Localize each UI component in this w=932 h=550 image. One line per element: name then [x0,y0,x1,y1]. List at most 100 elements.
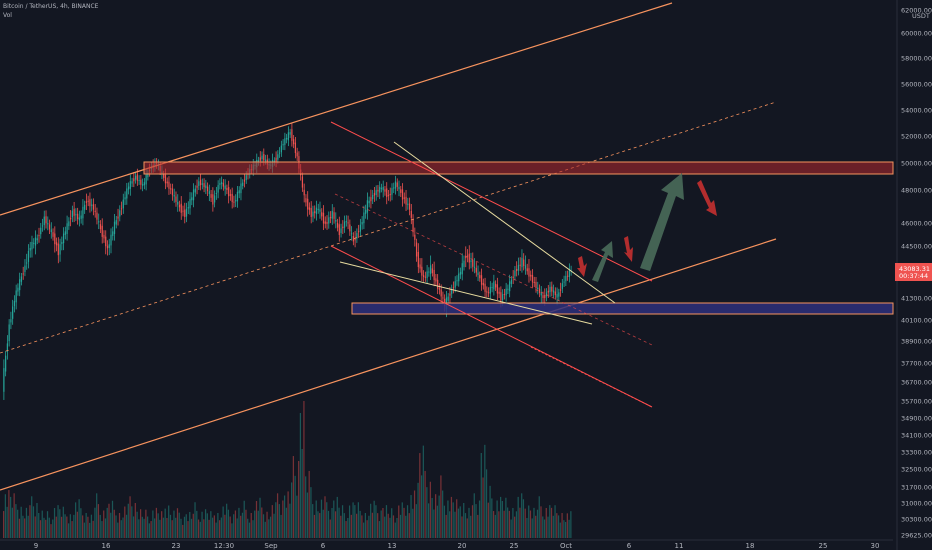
candle-body [549,286,551,293]
volume-bar [41,510,43,538]
candle-body [405,196,407,205]
time-tick-label: 20 [458,542,467,550]
candle-body [38,235,40,237]
volume-bar [243,500,245,538]
candle-body [412,219,414,233]
candle-body [493,281,495,290]
candle-body [191,197,193,201]
volume-bar [76,511,78,538]
volume-bar [38,513,40,538]
volume-bar [491,498,493,538]
volume-bar [178,512,180,538]
volume-bar [141,516,143,538]
candle-body [442,297,444,299]
volume-bar [566,513,568,538]
volume-bar [122,517,124,538]
candle-body [126,188,128,199]
candle-body [91,204,93,206]
volume-bar [559,522,561,538]
candle-body [414,234,416,240]
volume-bar [259,497,261,538]
candle-body [421,266,423,276]
volume-bar [410,495,412,538]
candle-body [336,223,339,228]
volume-bar [36,503,38,538]
volume-bar [159,519,161,538]
candle-body [540,292,542,296]
candle-body [26,262,28,264]
candle-body [484,283,486,292]
candle-body [303,189,305,196]
candle-body [243,179,246,182]
candle-body [435,278,437,282]
candle-body [384,189,386,192]
volume-bar [254,510,256,538]
volume-bar [535,515,537,538]
channel-lower-line [0,238,777,491]
volume-bar [20,506,22,538]
volume-bar [348,505,351,538]
candle-body [386,188,388,198]
candle-body [538,288,541,293]
volume-bar [13,493,15,538]
candle-body [308,207,311,210]
volume-bar [536,509,539,538]
volume-bar [550,507,553,538]
candle-body [517,265,520,271]
volume-bar [39,520,42,538]
candle-body [20,276,23,282]
candle-body [349,224,351,232]
volume-bar [143,518,145,538]
candle-body [365,209,367,214]
candle-body [94,210,96,212]
volume-bar [196,510,198,538]
candle-body [401,189,404,200]
volume-bar [538,496,540,538]
time-tick-label: 23 [172,542,181,550]
candle-body [273,160,275,163]
candle-body [108,244,110,248]
candle-body [112,231,114,236]
candle-body [449,293,451,296]
candle-body [277,154,279,160]
candle-body [59,244,61,255]
volume-bar [512,508,514,538]
volume-bar [222,506,224,538]
wedge-mid-line [334,193,653,346]
candle-body [221,182,223,185]
candle-body [259,157,261,161]
candle-body [422,275,425,278]
volume-bar [305,476,307,538]
time-tick-label: 25 [819,542,828,550]
volume-bar [201,511,203,538]
volume-bar [299,413,302,538]
candle-body [147,172,149,178]
volume-bar [547,516,549,538]
volume-bar [549,505,551,538]
time-axis[interactable]: 9 16 23 12:30 Sep 6 13 20 25 Oct 6 11 18 25 30 [0,539,893,550]
volume-bar [157,513,159,538]
candle-body [84,204,86,210]
candle-body [201,183,203,185]
price-tick-label: 34100.00 [901,432,932,440]
volume-bar [53,508,56,538]
volume-bar [224,514,226,538]
volume-bar [64,514,66,538]
volume-bar [308,470,310,538]
candle-body [229,194,232,196]
candle-body [282,143,284,146]
candle-body [526,268,528,272]
candle-body [358,231,360,233]
candle-body [366,200,369,213]
price-tick-label: 31000.00 [901,500,932,508]
candle-body [206,186,209,192]
volume-bar [199,521,201,538]
candle-body [64,231,66,235]
candle-body [568,270,570,278]
price-axis[interactable]: 62000.00 60000.00 58000.00 56000.00 54000.00… [895,0,932,550]
candle-body [359,224,361,232]
candle-body [535,282,537,288]
candle-body [71,210,73,218]
candle-body [171,188,174,196]
